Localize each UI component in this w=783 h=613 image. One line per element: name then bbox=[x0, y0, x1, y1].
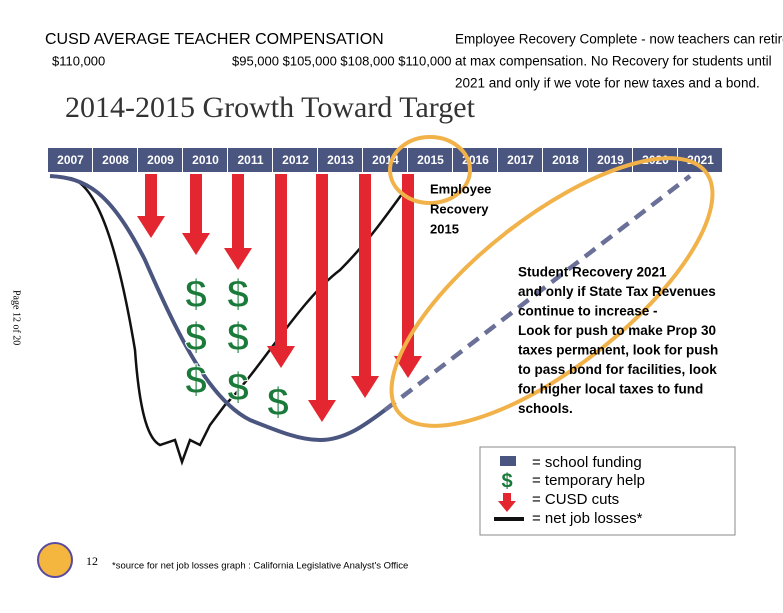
year-label: 2012 bbox=[282, 153, 309, 167]
highlight-circle bbox=[388, 135, 472, 205]
cut-arrow bbox=[351, 174, 379, 398]
legend-dollar: $ bbox=[501, 470, 512, 492]
legend-label: = net job losses* bbox=[532, 510, 643, 527]
dollar-sign: $ bbox=[185, 359, 207, 403]
year-label: 2019 bbox=[597, 153, 624, 167]
legend-label: = school funding bbox=[532, 454, 642, 471]
year-label: 2018 bbox=[552, 153, 579, 167]
legend-label: = CUSD cuts bbox=[532, 491, 619, 508]
student-recovery-text: for higher local taxes to fund bbox=[518, 382, 703, 397]
year-label: 2013 bbox=[327, 153, 354, 167]
year-cell bbox=[93, 148, 137, 172]
legend-swatch bbox=[500, 456, 516, 466]
cut-arrow bbox=[308, 174, 336, 422]
legend-label: = temporary help bbox=[532, 472, 645, 489]
cut-arrow bbox=[267, 174, 295, 368]
student-recovery-text: continue to increase - bbox=[518, 304, 658, 319]
header-note: 2021 and only if we vote for new taxes a… bbox=[455, 76, 760, 91]
student-recovery-text: Student Recovery 2021 bbox=[518, 265, 667, 280]
annotation: Employee bbox=[430, 181, 491, 196]
page-label: Page 12 of 20 bbox=[11, 290, 22, 345]
year-cell bbox=[453, 148, 497, 172]
header-values: $95,000 $105,000 $108,000 $110,000 bbox=[232, 53, 452, 68]
annotation: Recovery bbox=[430, 201, 489, 216]
net-job-losses-line bbox=[69, 176, 407, 466]
graphic-title: 2014-2015 Growth Toward Target bbox=[65, 91, 476, 124]
year-label: 2017 bbox=[507, 153, 534, 167]
year-label: 2007 bbox=[57, 153, 84, 167]
cut-arrow bbox=[224, 174, 252, 270]
year-cell bbox=[363, 148, 407, 172]
year-label: 2015 bbox=[417, 153, 444, 167]
header-first-value: $110,000 bbox=[52, 53, 105, 68]
header-note: at max compensation. No Recovery for stu… bbox=[455, 54, 772, 69]
header-title: CUSD AVERAGE TEACHER COMPENSATION bbox=[45, 31, 384, 48]
year-label: 2009 bbox=[147, 153, 174, 167]
year-cell bbox=[498, 148, 542, 172]
year-label: 2011 bbox=[237, 153, 263, 167]
student-recovery-text: Look for push to make Prop 30 bbox=[518, 323, 716, 338]
cut-arrow bbox=[137, 174, 165, 238]
dollar-sign: $ bbox=[227, 316, 249, 360]
annotation: 2015 bbox=[430, 221, 459, 236]
year-cell bbox=[408, 148, 452, 172]
year-cell bbox=[48, 148, 92, 172]
student-recovery-text: and only if State Tax Revenues bbox=[518, 284, 716, 299]
year-cell bbox=[228, 148, 272, 172]
student-recovery-text: to pass bond for facilities, look bbox=[518, 362, 717, 377]
dollar-sign: $ bbox=[185, 316, 207, 360]
year-cell bbox=[273, 148, 317, 172]
logo bbox=[37, 542, 73, 578]
year-cell bbox=[138, 148, 182, 172]
student-recovery-text: schools. bbox=[518, 401, 573, 416]
highlight-circle bbox=[389, 156, 715, 428]
cut-arrow bbox=[182, 174, 210, 255]
student-recovery-text: taxes permanent, look for push bbox=[518, 343, 718, 358]
year-cell bbox=[183, 148, 227, 172]
dollar-sign: $ bbox=[227, 273, 249, 317]
year-cell bbox=[318, 148, 362, 172]
year-label: 2008 bbox=[102, 153, 129, 167]
header-note: Employee Recovery Complete - now teacher… bbox=[455, 32, 783, 47]
dollar-sign: $ bbox=[227, 366, 249, 410]
projected-funding-line bbox=[383, 174, 692, 412]
legend-arrow bbox=[498, 493, 516, 512]
school-funding-line bbox=[49, 174, 387, 443]
page-number: 12 bbox=[86, 554, 98, 568]
footnote: *source for net job losses graph : Calif… bbox=[112, 561, 408, 572]
year-label: 2010 bbox=[192, 153, 219, 167]
year-cell bbox=[543, 148, 587, 172]
cut-arrow bbox=[394, 174, 422, 378]
dollar-sign: $ bbox=[185, 273, 207, 317]
dollar-sign: $ bbox=[267, 381, 289, 425]
